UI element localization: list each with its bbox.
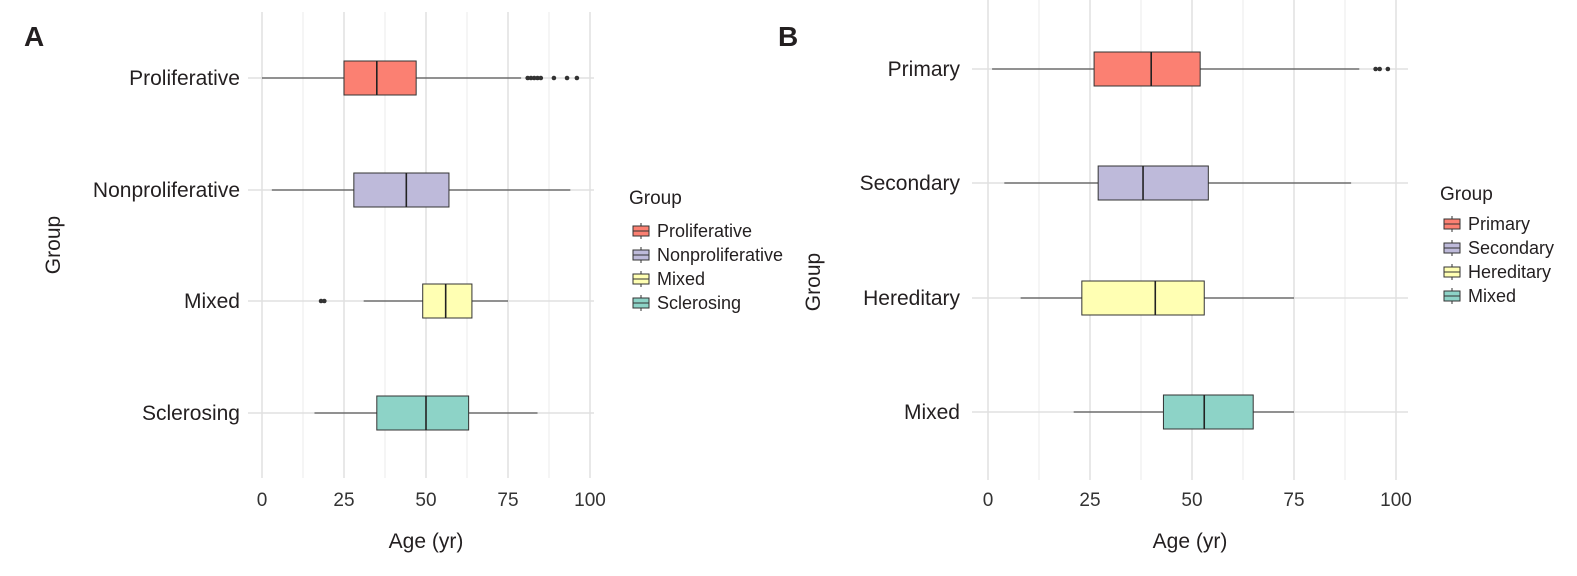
legend-label: Nonproliferative (657, 245, 783, 265)
x-tick-label: 75 (497, 490, 518, 511)
outlier-point (318, 298, 324, 304)
box-mixed (1073, 394, 1294, 430)
y-category-label: Mixed (184, 290, 240, 313)
y-category-label: Mixed (904, 401, 960, 424)
box-proliferative (262, 60, 580, 96)
legend-key (1443, 264, 1461, 280)
box-iqr (1093, 51, 1201, 87)
box-primary (992, 51, 1391, 87)
x-tick-label: 0 (983, 490, 994, 511)
x-tick-label: 100 (574, 490, 606, 511)
y-category-label: Proliferative (129, 67, 240, 90)
legend-label: Hereditary (1468, 262, 1551, 282)
box-iqr (353, 172, 450, 208)
box-nonproliferative (271, 172, 571, 208)
legend-key (1443, 216, 1461, 232)
outlier-point (564, 75, 570, 81)
outlier-point (1385, 66, 1391, 72)
legend-key (632, 295, 650, 311)
legend-key (632, 247, 650, 263)
legend-key (632, 223, 650, 239)
outlier-point (538, 75, 544, 81)
legend-label: Secondary (1468, 238, 1554, 258)
x-tick-label: 100 (1380, 490, 1412, 511)
box-iqr (1081, 280, 1205, 316)
outlier-point (1377, 66, 1382, 72)
legend-title: Group (629, 188, 682, 209)
legend-label: Proliferative (657, 221, 752, 241)
box-iqr (422, 283, 473, 319)
legend-key (1443, 240, 1461, 256)
box-iqr (376, 395, 470, 431)
y-category-label: Primary (888, 58, 961, 81)
legend-key (632, 271, 650, 287)
outlier-point (525, 75, 530, 81)
panel-label: B (778, 21, 798, 52)
panel-a: A 0 25 50 75 100 Proliferative Nonproliferative… (24, 12, 783, 553)
box-hereditary (1020, 280, 1294, 316)
outlier-point (574, 75, 580, 81)
outlier-point (322, 298, 327, 304)
legend-label: Mixed (657, 269, 705, 289)
legend-label: Sclerosing (657, 293, 741, 313)
box-mixed (318, 283, 508, 319)
outlier-point (535, 75, 540, 81)
x-tick-label: 75 (1283, 490, 1304, 511)
y-category-label: Secondary (860, 172, 961, 195)
box-iqr (1162, 394, 1254, 430)
x-tick-label: 50 (1181, 490, 1202, 511)
x-axis-title: Age (yr) (1153, 530, 1228, 553)
y-category-label: Nonproliferative (93, 179, 240, 202)
box-sclerosing (314, 395, 538, 431)
x-axis-title: Age (yr) (389, 530, 464, 553)
x-tick-label: 25 (1079, 490, 1100, 511)
legend-key (1443, 288, 1461, 304)
legend: Group Proliferative Nonproliferative Mixed S… (629, 188, 783, 313)
y-axis-title: Group (802, 253, 825, 311)
y-axis-title: Group (42, 216, 65, 274)
panel-b: B 0 25 50 75 100 Primary Secondary Hereditary Mix… (778, 0, 1554, 553)
box-secondary (1004, 165, 1352, 201)
box-iqr (1097, 165, 1209, 201)
legend: Group Primary Secondary Hereditary Mixed (1440, 184, 1554, 306)
legend-title: Group (1440, 184, 1493, 205)
outlier-point (551, 75, 557, 81)
outlier-point (531, 75, 537, 81)
outlier-point (528, 75, 534, 81)
x-tick-label: 50 (415, 490, 436, 511)
y-category-label: Sclerosing (142, 402, 240, 425)
x-tick-label: 25 (333, 490, 354, 511)
y-category-label: Hereditary (863, 287, 960, 310)
legend-label: Mixed (1468, 286, 1516, 306)
box-iqr (343, 60, 417, 96)
outlier-point (1373, 66, 1378, 72)
x-tick-label: 0 (257, 490, 268, 511)
legend-label: Primary (1468, 214, 1530, 234)
panel-label: A (24, 21, 44, 52)
